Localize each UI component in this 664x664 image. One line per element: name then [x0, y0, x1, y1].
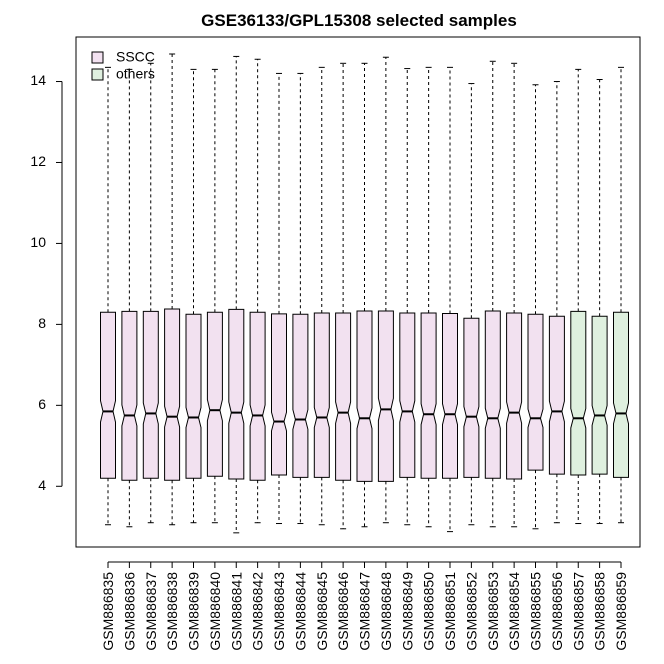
box-body: [420, 312, 437, 479]
x-tick-label: GSM886835: [100, 572, 116, 651]
box-body: [399, 312, 416, 478]
x-tick-label: GSM886846: [335, 572, 351, 651]
x-tick-label: GSM886857: [570, 572, 586, 651]
box-body: [206, 311, 223, 477]
box-body: [271, 313, 287, 476]
box-body: [506, 312, 523, 480]
x-tick-label: GSM886837: [143, 572, 159, 651]
x-tick-label: GSM886855: [528, 572, 544, 651]
x-tick-label: GSM886849: [399, 572, 415, 651]
x-tick-label: GSM886839: [186, 572, 202, 651]
box-body: [527, 313, 544, 471]
box-body: [613, 311, 629, 478]
box-body: [548, 315, 565, 475]
x-tick-label: GSM886852: [463, 572, 479, 651]
box-body: [570, 310, 587, 476]
legend-label: others: [116, 66, 155, 82]
x-tick-label: GSM886858: [592, 572, 608, 651]
x-tick-label: GSM886838: [164, 572, 180, 651]
box-body: [442, 313, 458, 479]
x-tick-label: GSM886842: [250, 572, 266, 651]
plot-frame: [75, 36, 641, 548]
x-tick-label: GSM886847: [357, 572, 373, 651]
x-tick-label: GSM886856: [549, 572, 565, 651]
x-tick-label: GSM886836: [121, 572, 137, 651]
box-body: [484, 310, 501, 479]
x-tick-label: GSM886850: [421, 572, 437, 651]
x-tick-label: GSM886848: [378, 572, 394, 651]
y-tick-label: 6: [38, 396, 46, 412]
box-body: [100, 311, 116, 479]
legend-swatch: [91, 51, 104, 64]
plot-layer: 4 6 8 10 12 14 GSM886835 GSM886836 GSM886837 GSM8…: [30, 36, 641, 651]
box-body: [121, 310, 138, 481]
box-body: [164, 308, 181, 481]
y-tick-label: 8: [38, 315, 46, 331]
box-body: [142, 310, 159, 479]
y-tick-label: 14: [30, 72, 46, 88]
box-body: [335, 312, 352, 481]
box-body: [228, 308, 245, 480]
x-tick-label: GSM886840: [207, 572, 223, 651]
chart-title: GSE36133/GPL15308 selected samples: [201, 11, 517, 30]
legend-label: SSCC: [116, 49, 155, 65]
x-tick-label: GSM886841: [228, 572, 244, 651]
x-tick-label: GSM886859: [613, 572, 629, 651]
y-tick-label: 4: [38, 477, 46, 493]
y-tick-label: 10: [30, 234, 46, 250]
y-tick-label: 12: [30, 153, 46, 169]
x-tick-label: GSM886854: [506, 572, 522, 651]
x-tick-label: GSM886851: [442, 572, 458, 651]
x-tick-label: GSM886853: [485, 572, 501, 651]
box-body: [463, 317, 480, 478]
box-body: [356, 310, 373, 482]
box-body: [377, 310, 394, 482]
box-body: [185, 313, 202, 479]
x-tick-label: GSM886845: [314, 572, 330, 651]
legend-swatch: [91, 68, 104, 81]
box-body: [591, 315, 608, 475]
x-tick-label: GSM886844: [292, 572, 308, 651]
box-body: [249, 311, 266, 481]
x-tick-label: GSM886843: [271, 572, 287, 651]
box-body: [292, 313, 309, 478]
box-body: [313, 312, 330, 478]
